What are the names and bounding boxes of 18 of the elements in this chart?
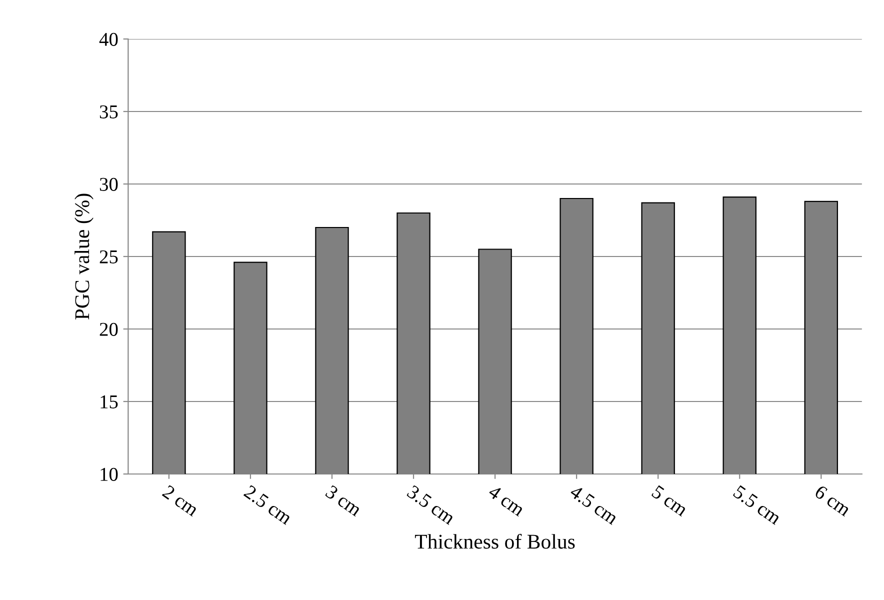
x-tick-label: 2.5 cm [243, 484, 294, 526]
y-tick-label: 30 [100, 178, 118, 191]
x-tick-label: 5.5 cm [732, 484, 782, 526]
y-tick-label: 15 [100, 395, 118, 408]
y-tick-label: 40 [99, 32, 118, 46]
x-tick-label: 5 cm [651, 484, 689, 517]
y-tick-label: 10 [100, 468, 118, 481]
x-tick-label: 6 cm [814, 484, 852, 517]
x-tick-label: 3 cm [324, 484, 363, 517]
x-tick-label: 3.5 cm [406, 484, 456, 526]
x-axis-title: Thickness of Bolus [414, 534, 575, 549]
y-tick-label: 35 [100, 105, 118, 118]
x-tick-label: 4.5 cm [568, 484, 620, 526]
y-axis-title: PGC value (%) [74, 194, 94, 320]
y-tick-label: 20 [100, 322, 118, 336]
x-tick-label: 2 cm [162, 484, 200, 517]
y-tick-label: 25 [100, 250, 118, 264]
x-tick-label: 4 cm [488, 484, 526, 517]
